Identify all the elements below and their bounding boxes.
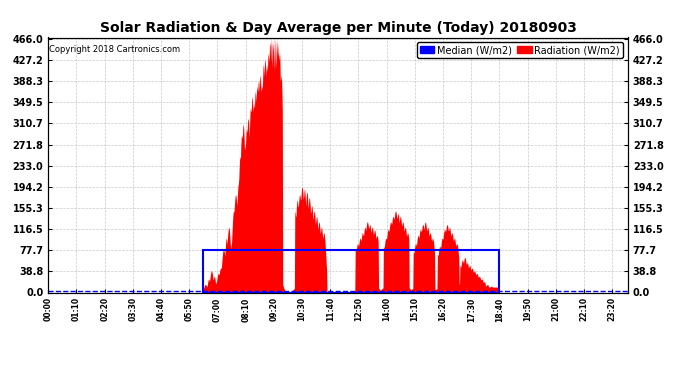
Legend: Median (W/m2), Radiation (W/m2): Median (W/m2), Radiation (W/m2)	[417, 42, 623, 58]
Text: Copyright 2018 Cartronics.com: Copyright 2018 Cartronics.com	[50, 45, 181, 54]
Title: Solar Radiation & Day Average per Minute (Today) 20180903: Solar Radiation & Day Average per Minute…	[99, 21, 577, 35]
Bar	[204, 250, 500, 292]
